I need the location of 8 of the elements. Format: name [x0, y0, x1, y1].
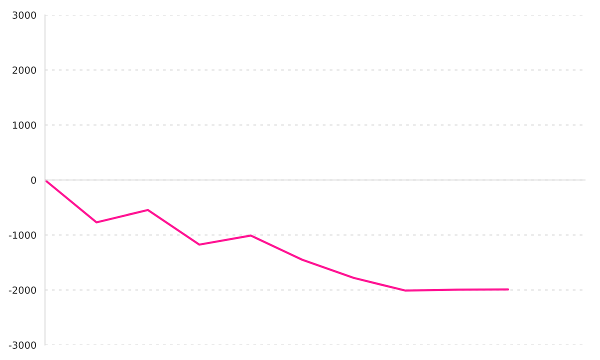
- y-tick-label: 3000: [12, 11, 36, 19]
- y-tick-label: -2000: [8, 286, 36, 294]
- line-series: [45, 178, 510, 292]
- y-tick-label: 2000: [12, 66, 36, 74]
- y-tick-label: 0: [31, 176, 36, 184]
- y-tick-label: -1000: [8, 231, 36, 239]
- y-tick-label: 1000: [12, 121, 36, 129]
- y-tick-label: -3000: [8, 341, 36, 349]
